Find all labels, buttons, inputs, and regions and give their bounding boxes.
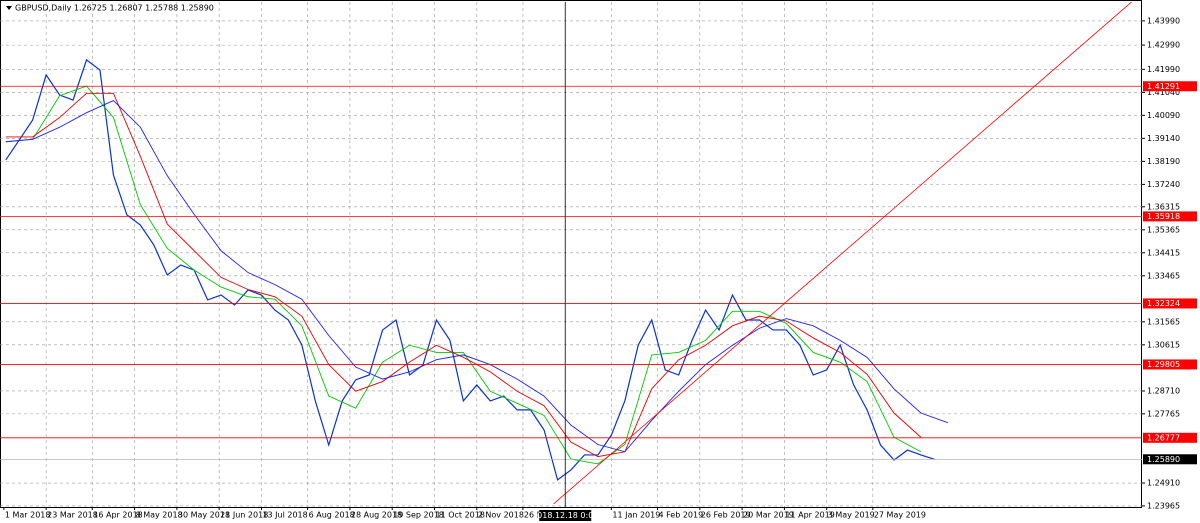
- level-label: 1.32324: [1147, 299, 1180, 308]
- axes: 1.43990 1.42990 1.41990 1.41040 1.40090 1.391…: [3, 16, 1197, 521]
- y-tick-label: 1.41040: [1147, 88, 1180, 97]
- level-label: 1.35918: [1147, 212, 1180, 221]
- crosshair-label: 2018.12.18 0:00: [532, 511, 598, 520]
- chart-title: GBPUSD,Daily 1.26725 1.26807 1.25788 1.2…: [15, 4, 214, 13]
- x-tick-label: 3 May 2019: [828, 511, 875, 520]
- price-line: [5, 58, 935, 481]
- y-tick-label: 1.40090: [1147, 111, 1180, 120]
- x-tick-label: 26 Feb 2019: [701, 511, 751, 520]
- trend-line: [553, 2, 1133, 505]
- last-price-box: [1143, 454, 1197, 465]
- y-tick-label: 1.34415: [1147, 248, 1180, 257]
- x-tick-label: 11 Oct 2018: [435, 511, 484, 520]
- x-tick-label: 21 Jun 2018: [220, 511, 268, 520]
- y-tick-label: 1.37240: [1147, 180, 1180, 189]
- y-tick-label: 1.36315: [1147, 202, 1180, 211]
- x-tick-label: 19 Sep 2018: [393, 511, 444, 520]
- y-tick-label: 1.41990: [1147, 65, 1180, 74]
- y-tick-label: 1.31565: [1147, 317, 1180, 326]
- last-price-label: 1.25890: [1147, 455, 1180, 464]
- moving-average: [5, 85, 922, 465]
- x-tick-label: 2 Nov 2018: [478, 511, 524, 520]
- y-tick-label: 1.24910: [1147, 479, 1180, 488]
- y-tick-label: 1.35365: [1147, 225, 1180, 234]
- level-label-box: [1143, 81, 1197, 92]
- y-tick-label: 1.27765: [1147, 409, 1180, 418]
- crosshair-box: [539, 510, 592, 521]
- x-tick-label: 27 May 2019: [874, 511, 926, 520]
- y-tick-label: 1.38190: [1147, 157, 1180, 166]
- x-tick-label: 8 May 2018: [136, 511, 183, 520]
- level-label: 1.29805: [1147, 360, 1180, 369]
- x-tick-label: 6 Aug 2018: [309, 511, 355, 520]
- x-tick-label: 11 Jan 2019: [612, 511, 660, 520]
- y-tick-label: 1.28710: [1147, 386, 1180, 395]
- x-tick-label: 1 Mar 2018: [5, 511, 51, 520]
- x-tick-label: 4 Feb 2019: [659, 511, 704, 520]
- y-tick-label: 1.30615: [1147, 340, 1180, 349]
- x-tick-label: 11 Apr 2019: [785, 511, 834, 520]
- y-tick-label: 1.39140: [1147, 134, 1180, 143]
- plot-frame: [0, 0, 1142, 508]
- x-tick-label: 23 Mar 2018: [47, 511, 98, 520]
- level-label-box: [1143, 211, 1197, 222]
- level-label-box: [1143, 432, 1197, 443]
- level-label-box: [1143, 359, 1197, 370]
- y-tick-label: 1.42990: [1147, 41, 1180, 50]
- x-tick-label: 16 Apr 2018: [93, 511, 142, 520]
- y-tick-label: 1.43990: [1147, 16, 1180, 25]
- level-label: 1.26777: [1147, 433, 1180, 442]
- level-label-box: [1143, 298, 1197, 309]
- x-tick-label: 13 Jul 2018: [262, 511, 307, 520]
- level-label: 1.41291: [1147, 82, 1180, 91]
- x-tick-label: 20 Mar 2019: [743, 511, 794, 520]
- moving-average: [5, 100, 948, 453]
- plot-area: [0, 2, 1142, 507]
- y-tick-label: 1.23965: [1147, 501, 1180, 510]
- menu-icon[interactable]: [6, 6, 12, 10]
- x-tick-label: 30 May 2018: [178, 511, 230, 520]
- x-tick-label: 28 Aug 2018: [351, 511, 402, 520]
- y-tick-label: 1.33465: [1147, 271, 1180, 280]
